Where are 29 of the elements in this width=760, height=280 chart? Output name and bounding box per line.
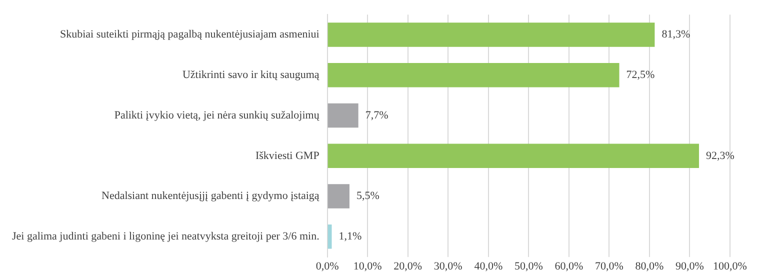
x-tick-label: 100,0% <box>713 260 747 272</box>
x-tick-label: 60,0% <box>554 260 584 272</box>
x-tick-label: 80,0% <box>635 260 664 272</box>
x-tick-label: 20,0% <box>394 260 422 272</box>
y-tick-label: Palikti įvykio vietą, jei nėra sunkių sužalojimų <box>114 109 320 122</box>
x-tick-label: 40,0% <box>474 260 503 272</box>
data-label: 1,1% <box>338 230 362 243</box>
x-tick-label: 30,0% <box>434 260 462 272</box>
x-tick-label: 70,0% <box>594 260 624 272</box>
data-label: 72,5% <box>626 69 655 82</box>
y-tick-label: Skubiai suteikti pirmąją pagalbą nukentėjusiajam asmeniui <box>60 28 320 41</box>
y-tick-label: Iškviesti GMP <box>255 150 320 162</box>
data-label: 81,3% <box>662 28 690 41</box>
bar <box>328 184 350 208</box>
data-label: 5,5% <box>356 190 380 202</box>
x-tick-label: 10,0% <box>353 260 382 272</box>
bar <box>328 22 655 47</box>
y-tick-label: Užtikrinti savo ir kitų saugumą <box>182 69 320 82</box>
x-tick-label: 0,0% <box>316 260 339 272</box>
bar <box>328 224 332 249</box>
y-tick-label: Jei galima judinti gabeni i ligoninę jei neatvyksta greitoji per 3/6 min. <box>12 230 320 243</box>
bar <box>328 103 358 128</box>
x-tick-label: 90,0% <box>676 260 704 272</box>
data-label: 7,7% <box>365 109 388 122</box>
bar <box>328 144 699 168</box>
x-tick-label: 50,0% <box>514 260 543 272</box>
y-tick-label: Nedalsiant nukentėjusįjį gabenti į gydymo įstaigą <box>101 190 320 202</box>
bar <box>328 63 620 88</box>
data-label: 92,3% <box>706 150 734 162</box>
